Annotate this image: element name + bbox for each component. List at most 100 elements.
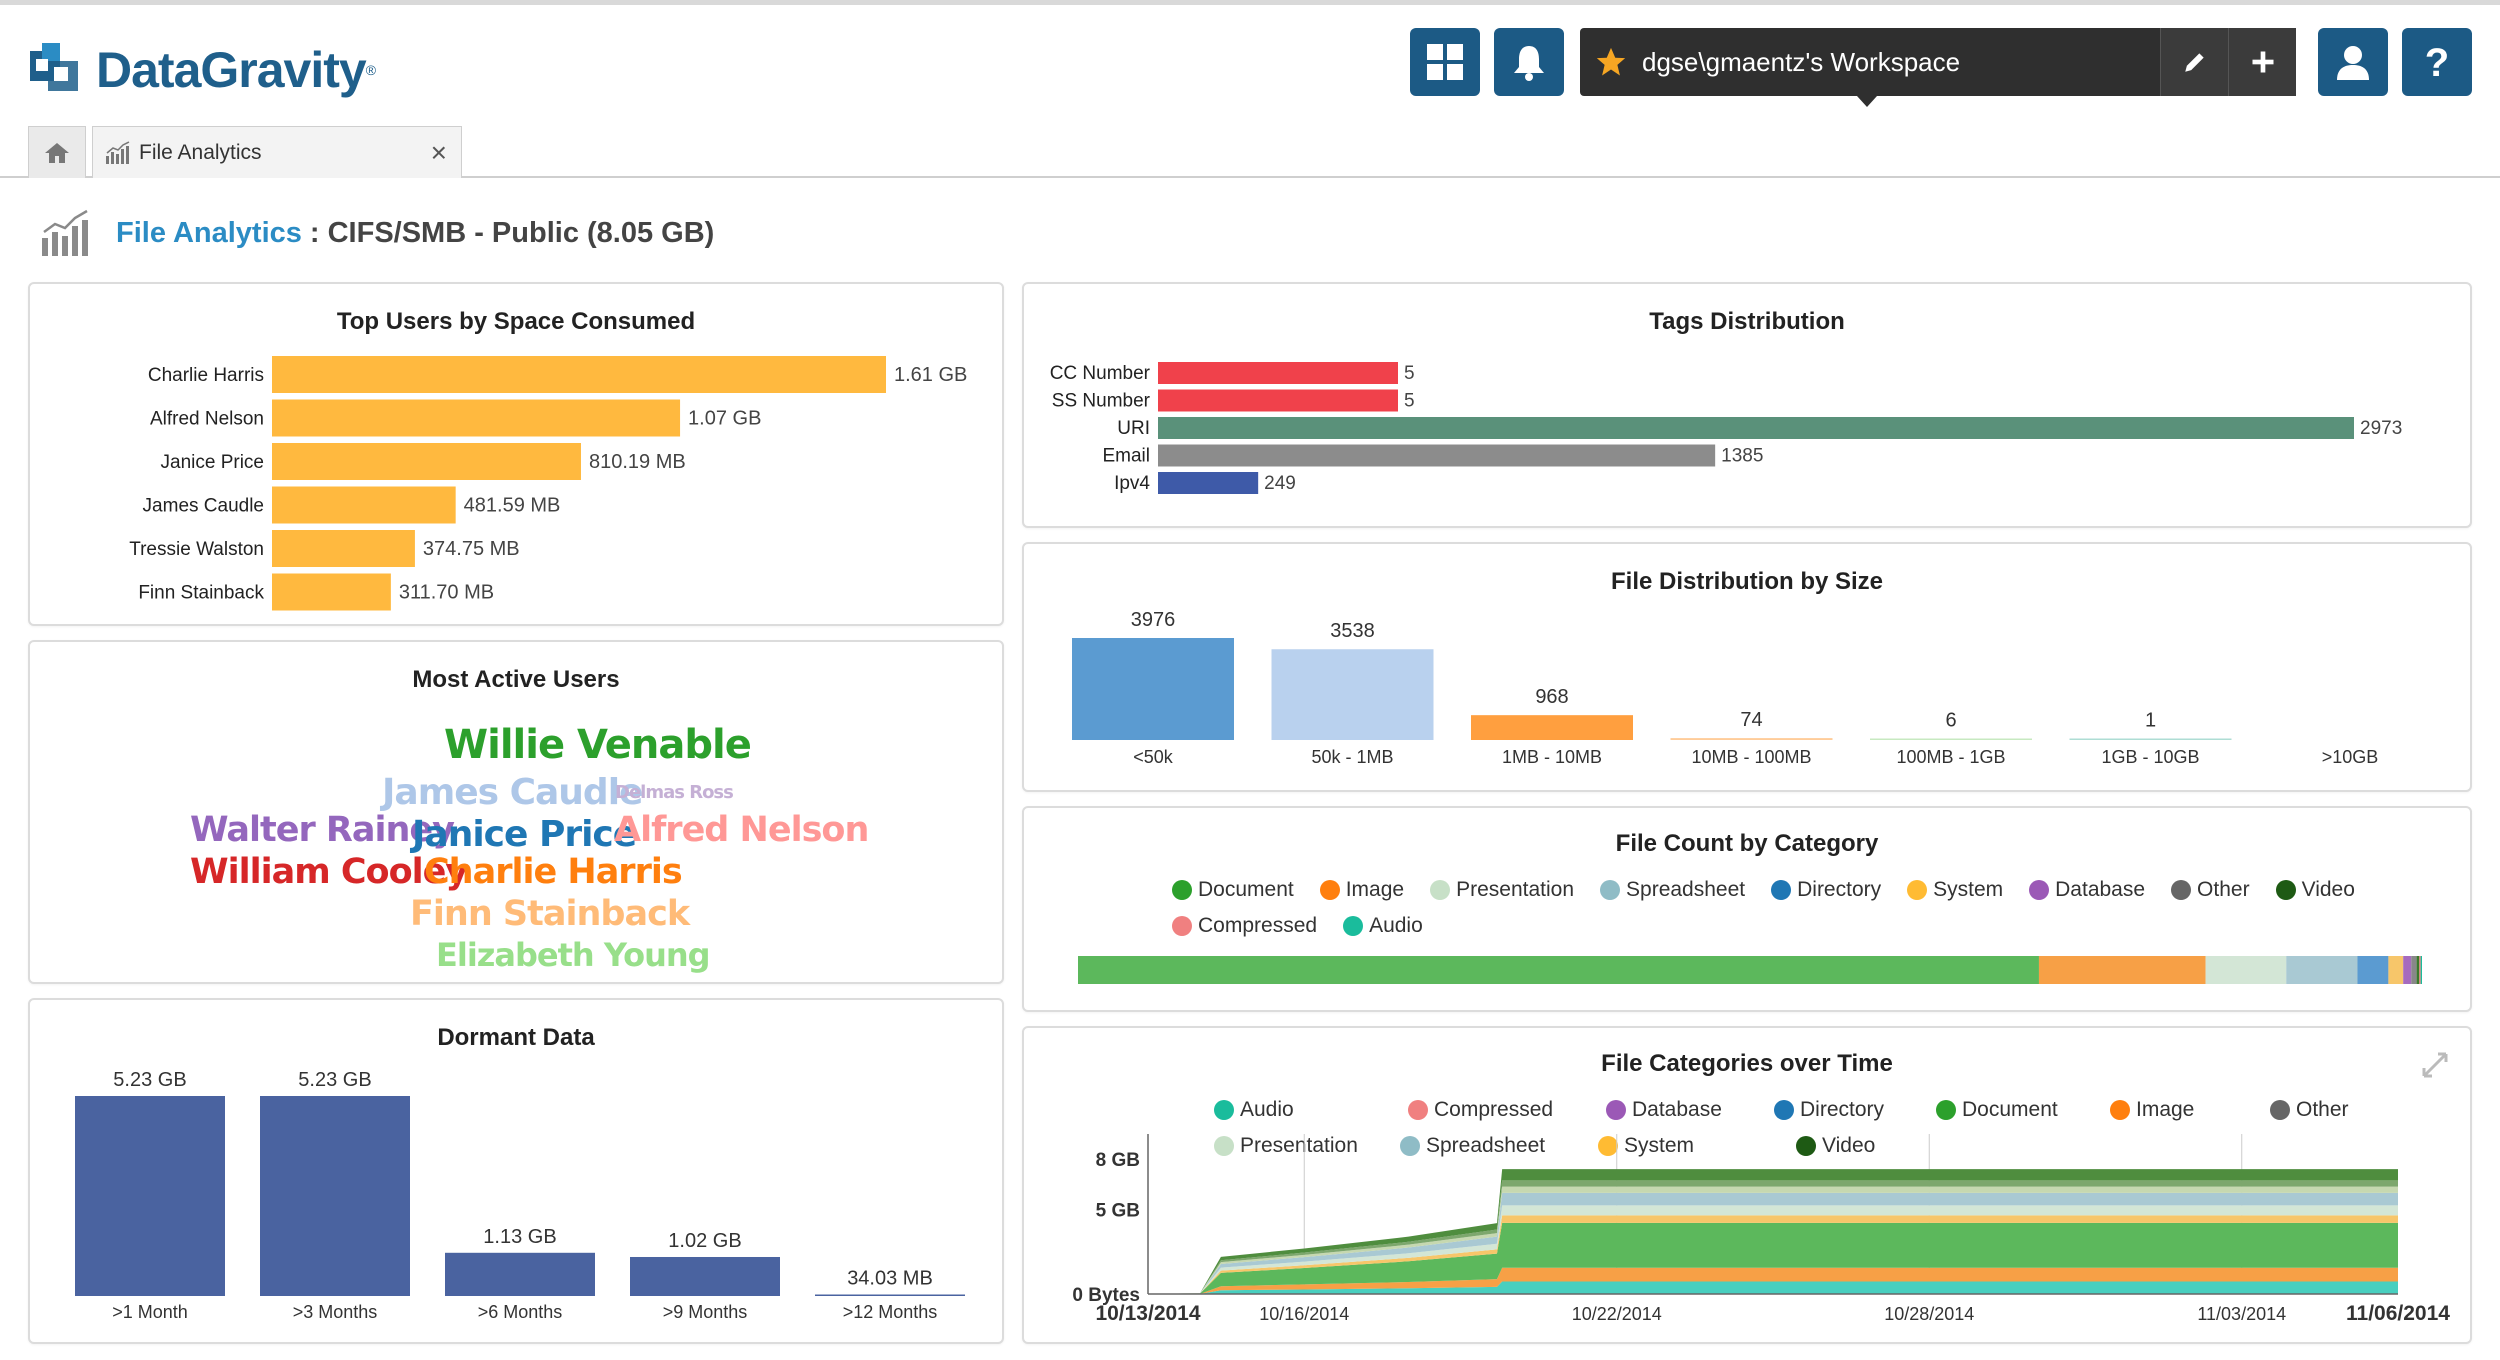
add-workspace-button[interactable] (2228, 28, 2296, 96)
size-bar[interactable] (1670, 738, 1833, 740)
legend-item[interactable]: Spreadsheet (1400, 1128, 1572, 1164)
category-segment[interactable] (2205, 956, 2287, 984)
legend-item[interactable]: Presentation (1430, 872, 1574, 908)
notifications-button[interactable] (1494, 28, 1564, 96)
category-segment[interactable] (2419, 956, 2421, 984)
legend-dot (1408, 1100, 1428, 1120)
cloud-word[interactable]: Elizabeth Young (436, 936, 711, 974)
active-users-panel: Most Active Users Willie Venable James C… (28, 640, 1004, 984)
dormant-bar[interactable] (445, 1252, 595, 1296)
legend-item[interactable]: Audio (1343, 908, 1423, 944)
top-user-bar[interactable] (272, 443, 581, 480)
size-bar[interactable] (1072, 638, 1234, 740)
tag-bar[interactable] (1158, 444, 1716, 467)
user-profile-button[interactable] (2318, 28, 2388, 96)
app-logo[interactable]: DataGravity ® (28, 38, 376, 102)
dormant-bar[interactable] (260, 1096, 410, 1296)
area-layer[interactable] (1148, 1281, 2398, 1294)
cloud-word[interactable]: Finn Stainback (410, 894, 690, 934)
top-user-bar[interactable] (272, 399, 681, 437)
active-users-title: Most Active Users (412, 666, 620, 693)
cloud-word[interactable]: Janice Price (412, 814, 637, 855)
cloud-word[interactable]: Charlie Harris (424, 852, 683, 892)
dashboard-grid-button[interactable] (1410, 28, 1480, 96)
category-segment[interactable] (2416, 956, 2420, 984)
category-segment[interactable] (1078, 956, 2039, 984)
close-tab-icon[interactable]: × (430, 137, 447, 168)
legend-item[interactable]: Other (2171, 872, 2250, 908)
legend-item[interactable]: Video (1796, 1128, 1916, 1164)
cloud-word[interactable]: James Caudle (382, 772, 643, 813)
top-user-bar[interactable] (272, 530, 415, 567)
cloud-word[interactable]: Alfred Nelson (614, 810, 869, 850)
dormant-bar[interactable] (630, 1256, 780, 1296)
tag-bar[interactable] (1158, 389, 1398, 412)
legend-item[interactable]: Presentation (1214, 1128, 1374, 1164)
legend-item[interactable]: Database (1606, 1092, 1748, 1128)
cloud-word[interactable]: Walter Rainey (190, 810, 455, 850)
edit-workspace-button[interactable] (2160, 28, 2228, 96)
legend-item[interactable]: Image (2110, 1092, 2244, 1128)
category-segment[interactable] (2286, 956, 2358, 984)
legend-label: Video (2301, 878, 2355, 901)
legend-item[interactable]: Database (2029, 872, 2145, 908)
top-user-bar[interactable] (272, 356, 886, 393)
legend-item[interactable]: Video (2275, 872, 2355, 908)
legend-item[interactable]: Compressed (1172, 908, 1317, 944)
area-layer[interactable] (1148, 1205, 2398, 1294)
legend-item[interactable]: Audio (1214, 1092, 1382, 1128)
category-segment[interactable] (2038, 956, 2206, 984)
top-user-name: James Caudle (143, 496, 264, 517)
size-bar[interactable] (1870, 738, 2032, 741)
category-segment[interactable] (2357, 956, 2389, 984)
tag-name: SS Number (1052, 391, 1151, 412)
tab-label: File Analytics (139, 140, 262, 164)
category-segment[interactable] (2403, 956, 2412, 984)
size-bar[interactable] (1471, 715, 1633, 740)
legend-item[interactable]: System (1598, 1128, 1770, 1164)
x-tick-label: 11/03/2014 (2197, 1304, 2286, 1324)
file-count-bar (1078, 956, 2422, 984)
size-bar[interactable] (2069, 738, 2232, 741)
top-user-name: Janice Price (161, 452, 265, 473)
home-tab[interactable] (28, 126, 86, 178)
tab-file-analytics[interactable]: File Analytics × (92, 126, 462, 178)
tag-bar[interactable] (1158, 417, 2354, 439)
size-value: 3538 (1330, 620, 1375, 642)
category-segment[interactable] (2388, 956, 2404, 984)
legend-item[interactable]: Other (2270, 1092, 2350, 1128)
cloud-word[interactable]: Delmas Ross (615, 782, 734, 803)
legend-item[interactable]: Image (1319, 872, 1404, 908)
category-segment[interactable] (2411, 956, 2417, 984)
file-count-title: File Count by Category (1615, 830, 1879, 857)
workspace-selector[interactable]: dgse\gmaentz's Workspace (1580, 28, 2296, 96)
legend-item[interactable]: Document (1936, 1092, 2084, 1128)
top-user-bar[interactable] (272, 486, 456, 524)
cloud-word[interactable]: William Cooley (190, 852, 468, 892)
page-title-primary[interactable]: File Analytics (116, 216, 302, 249)
area-layer[interactable] (1148, 1192, 2398, 1294)
tag-bar[interactable] (1158, 472, 1259, 494)
help-button[interactable]: ? (2402, 28, 2472, 96)
legend-item[interactable]: Spreadsheet (1600, 872, 1745, 908)
legend-item[interactable]: Document (1172, 872, 1294, 908)
area-layer[interactable] (1148, 1267, 2398, 1294)
dormant-bar[interactable] (815, 1294, 965, 1297)
expand-icon[interactable] (2420, 1050, 2450, 1080)
size-distribution-panel: File Distribution by Size 3976 <50k 3538 50… (1022, 542, 2472, 792)
size-bar[interactable] (1271, 649, 1434, 740)
cloud-word[interactable]: Willie Venable (444, 722, 752, 768)
legend-item[interactable]: System (1907, 872, 2003, 908)
area-layer[interactable] (1148, 1222, 2398, 1294)
legend-item[interactable]: Directory (1774, 1092, 1910, 1128)
legend-label: Directory (1797, 878, 1882, 901)
dormant-bar[interactable] (75, 1096, 225, 1296)
legend-item[interactable]: Directory (1771, 872, 1881, 908)
grid-icon (1427, 44, 1463, 80)
top-user-bar[interactable] (272, 573, 391, 611)
tag-bar[interactable] (1158, 362, 1398, 384)
category-segment[interactable] (2420, 956, 2422, 984)
legend-item[interactable]: Compressed (1408, 1092, 1580, 1128)
tag-value: 2973 (2360, 418, 2402, 439)
top-user-name: Finn Stainback (138, 583, 264, 604)
